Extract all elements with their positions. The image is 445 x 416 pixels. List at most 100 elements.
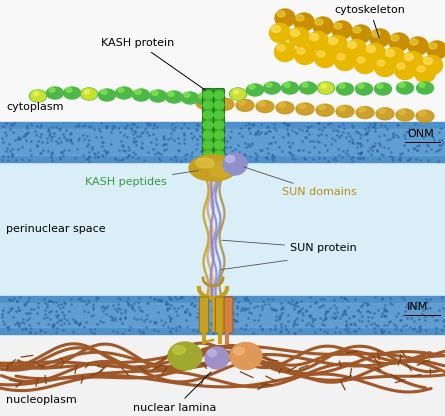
Ellipse shape (81, 88, 97, 100)
Ellipse shape (182, 92, 198, 104)
Ellipse shape (282, 82, 299, 94)
Ellipse shape (397, 63, 405, 69)
Ellipse shape (259, 101, 266, 106)
Ellipse shape (310, 34, 319, 40)
Text: SUN domains: SUN domains (244, 167, 357, 197)
Ellipse shape (414, 64, 436, 82)
Ellipse shape (216, 98, 234, 110)
Ellipse shape (198, 97, 206, 102)
Ellipse shape (203, 91, 213, 99)
Ellipse shape (270, 23, 291, 42)
Ellipse shape (118, 88, 124, 92)
Ellipse shape (214, 151, 224, 159)
Ellipse shape (256, 101, 274, 113)
Ellipse shape (223, 153, 247, 175)
Ellipse shape (337, 54, 345, 60)
Ellipse shape (384, 47, 405, 67)
Ellipse shape (377, 84, 383, 88)
FancyBboxPatch shape (215, 297, 224, 333)
Ellipse shape (402, 52, 424, 70)
Ellipse shape (266, 83, 272, 87)
Ellipse shape (335, 52, 356, 70)
Ellipse shape (355, 54, 376, 74)
Ellipse shape (81, 89, 97, 99)
Ellipse shape (230, 342, 262, 369)
Ellipse shape (203, 121, 213, 129)
Ellipse shape (424, 57, 433, 64)
FancyBboxPatch shape (214, 89, 224, 173)
Ellipse shape (214, 111, 224, 119)
Ellipse shape (328, 37, 337, 45)
Ellipse shape (356, 106, 374, 119)
Ellipse shape (203, 111, 213, 119)
Ellipse shape (33, 92, 39, 96)
Ellipse shape (419, 83, 425, 87)
Ellipse shape (313, 17, 333, 35)
Ellipse shape (405, 54, 413, 60)
Ellipse shape (203, 131, 213, 139)
Ellipse shape (98, 89, 116, 101)
Ellipse shape (196, 97, 214, 109)
Ellipse shape (385, 50, 395, 57)
Ellipse shape (166, 91, 182, 103)
Ellipse shape (299, 104, 306, 109)
Ellipse shape (348, 42, 356, 49)
Ellipse shape (46, 87, 64, 99)
Ellipse shape (275, 9, 295, 27)
Ellipse shape (399, 83, 405, 87)
Ellipse shape (197, 93, 214, 105)
Ellipse shape (395, 60, 416, 79)
Ellipse shape (249, 85, 255, 89)
Ellipse shape (66, 88, 72, 92)
Ellipse shape (320, 83, 326, 87)
Ellipse shape (317, 51, 325, 57)
Ellipse shape (133, 89, 150, 101)
Ellipse shape (234, 347, 244, 355)
Text: cytoplasm: cytoplasm (6, 102, 64, 112)
Ellipse shape (101, 90, 107, 94)
Ellipse shape (232, 89, 238, 93)
Ellipse shape (203, 151, 213, 159)
Ellipse shape (284, 83, 290, 87)
Ellipse shape (427, 41, 445, 59)
Ellipse shape (152, 91, 158, 95)
Text: KASH protein: KASH protein (101, 38, 206, 90)
Ellipse shape (408, 37, 428, 55)
Ellipse shape (196, 158, 214, 168)
FancyBboxPatch shape (202, 89, 214, 173)
Ellipse shape (85, 90, 89, 94)
Ellipse shape (214, 101, 224, 109)
Ellipse shape (336, 83, 353, 95)
Ellipse shape (214, 141, 224, 149)
Ellipse shape (399, 109, 405, 114)
Ellipse shape (277, 45, 285, 51)
Text: KASH peptides: KASH peptides (85, 171, 198, 187)
Ellipse shape (263, 82, 280, 94)
Text: SUN protein: SUN protein (222, 240, 357, 253)
Ellipse shape (291, 30, 299, 37)
Ellipse shape (279, 102, 286, 107)
Ellipse shape (271, 25, 280, 32)
Ellipse shape (315, 19, 323, 25)
Ellipse shape (317, 82, 335, 94)
Ellipse shape (377, 60, 385, 66)
Ellipse shape (189, 155, 237, 181)
FancyBboxPatch shape (224, 297, 233, 333)
Ellipse shape (230, 88, 247, 100)
Ellipse shape (168, 342, 202, 370)
Text: INM: INM (407, 302, 428, 312)
Text: nucleoplasm: nucleoplasm (6, 395, 77, 405)
Ellipse shape (336, 105, 354, 117)
Ellipse shape (332, 21, 352, 39)
Ellipse shape (168, 92, 174, 96)
Ellipse shape (379, 108, 385, 113)
Ellipse shape (49, 88, 55, 92)
Ellipse shape (391, 35, 399, 41)
Ellipse shape (351, 25, 371, 43)
Ellipse shape (375, 83, 392, 95)
Ellipse shape (276, 102, 294, 114)
Ellipse shape (247, 84, 263, 96)
Ellipse shape (295, 45, 316, 64)
Ellipse shape (372, 31, 380, 37)
Ellipse shape (353, 27, 361, 33)
